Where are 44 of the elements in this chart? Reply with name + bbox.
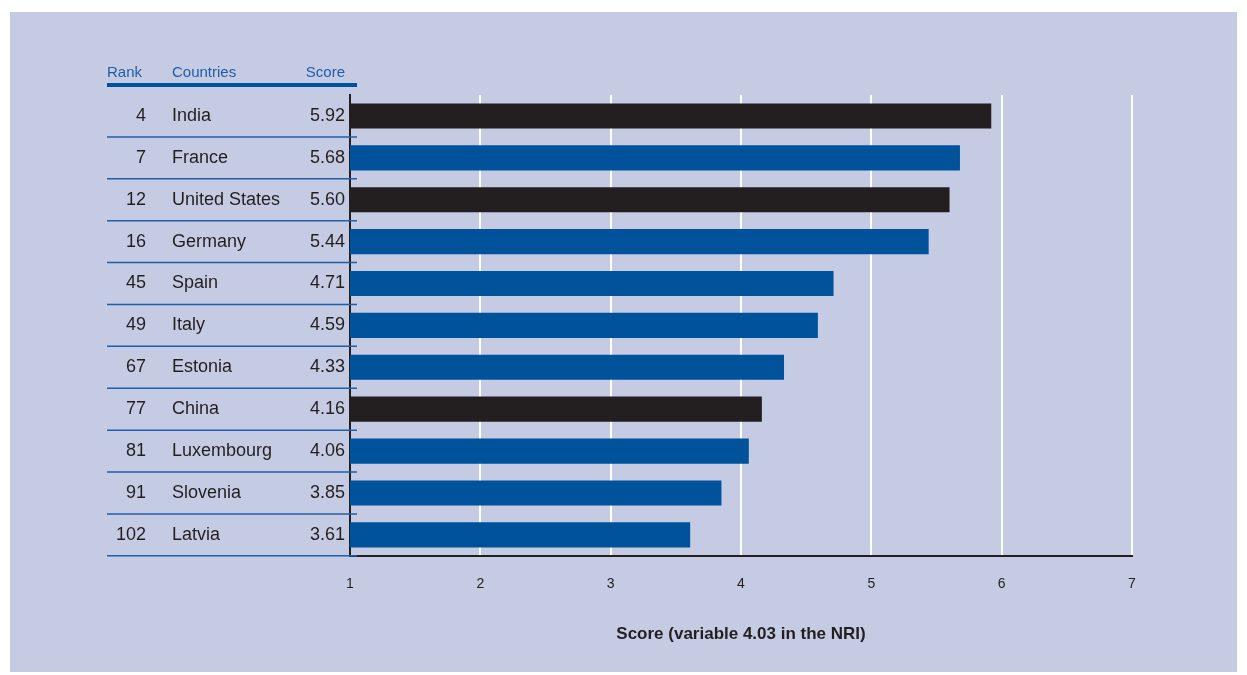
text: 81 (125, 440, 146, 461)
data-label: 5.92 (309, 104, 345, 125)
text: Score (305, 63, 345, 81)
x-axis-title: Score (variable 4.03 in the NRI) (616, 624, 866, 644)
data-label: 4.71 (309, 272, 345, 293)
y-tick-label: Germany (172, 230, 247, 251)
text: 77 (125, 398, 146, 419)
x-tick-label: 7 (1128, 575, 1137, 592)
data-label: 4.06 (309, 440, 345, 461)
y-tick-label: Latvia (172, 523, 222, 544)
y-tick-label: China (172, 398, 221, 419)
x-tick-label: 5 (867, 575, 876, 592)
y-axis-title: Countries (172, 63, 237, 81)
y-tick-label: Slovenia (172, 481, 243, 502)
x-tick-label: 1 (346, 575, 355, 592)
data-label: 4.16 (309, 398, 345, 419)
text: Rank (107, 63, 143, 81)
data-label: 4.33 (309, 356, 345, 377)
data-label: 3.85 (309, 481, 345, 502)
text: 91 (125, 481, 146, 502)
text: 45 (125, 272, 146, 293)
text: 67 (125, 356, 146, 377)
text: 4 (135, 104, 146, 125)
x-tick-label: 4 (737, 575, 746, 592)
y-tick-label: Spain (172, 272, 219, 293)
text: 12 (125, 188, 146, 209)
data-label: 5.60 (309, 188, 345, 209)
x-tick-label: 3 (606, 575, 615, 592)
x-tick-label: 6 (997, 575, 1006, 592)
y-tick-label: France (172, 146, 229, 167)
y-tick-label: Italy (172, 314, 206, 335)
text: 7 (135, 146, 146, 167)
data-label: 5.44 (309, 230, 345, 251)
data-label: 5.68 (309, 146, 345, 167)
text: 49 (125, 314, 146, 335)
y-tick-label: Estonia (172, 356, 234, 377)
text: 102 (115, 523, 146, 544)
data-label: 3.61 (309, 523, 345, 544)
y-tick-label: United States (172, 188, 281, 209)
x-tick-label: 2 (476, 575, 485, 592)
y-tick-label: India (172, 104, 213, 125)
text: 16 (125, 230, 146, 251)
y-tick-label: Luxembourg (172, 440, 273, 461)
data-label: 4.59 (309, 314, 345, 335)
